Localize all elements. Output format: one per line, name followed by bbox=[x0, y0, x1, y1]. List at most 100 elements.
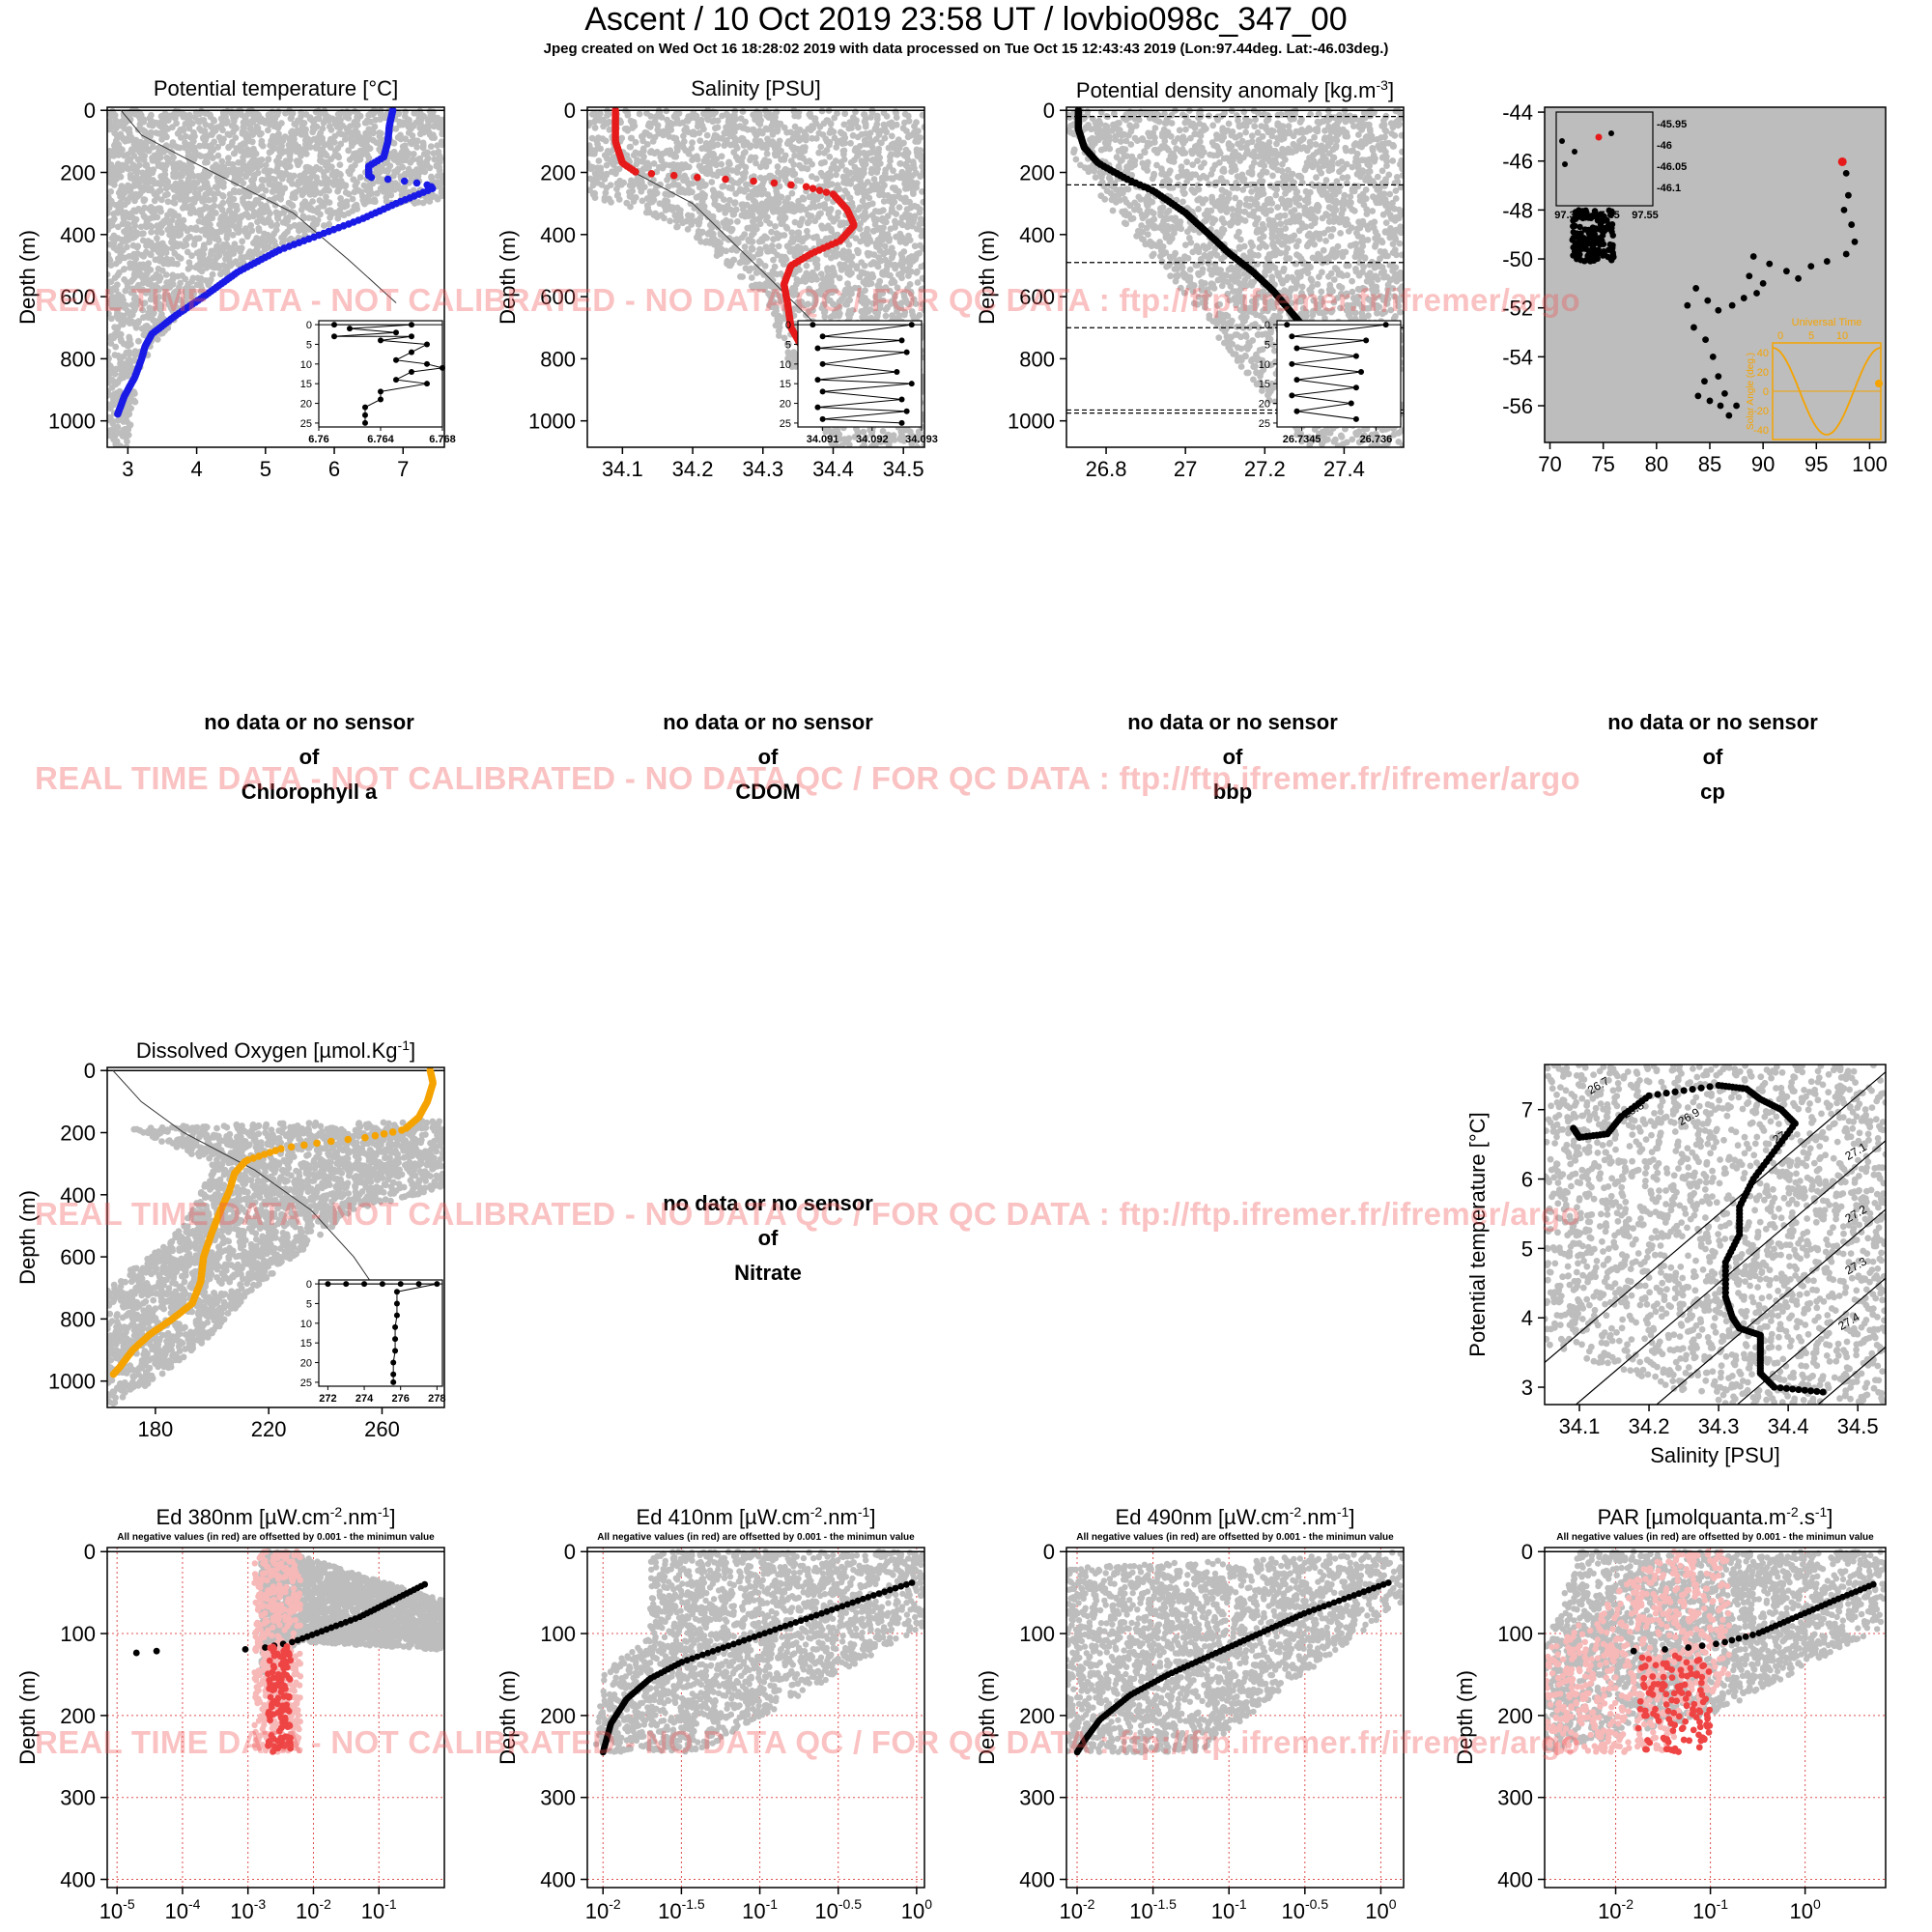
background-point bbox=[433, 161, 440, 169]
background-point bbox=[146, 250, 154, 258]
background-point bbox=[337, 122, 345, 129]
background-point bbox=[107, 148, 113, 155]
background-point bbox=[890, 167, 896, 175]
background-point bbox=[875, 438, 883, 445]
background-point bbox=[202, 191, 210, 198]
background-point bbox=[723, 247, 729, 255]
background-point bbox=[261, 245, 269, 253]
background-point bbox=[135, 205, 142, 213]
background-point bbox=[431, 156, 439, 163]
background-point bbox=[134, 180, 142, 187]
background-point bbox=[771, 310, 778, 318]
background-point bbox=[831, 114, 838, 122]
background-point bbox=[126, 362, 133, 369]
background-point bbox=[742, 149, 749, 156]
background-point bbox=[913, 119, 920, 126]
background-point bbox=[867, 113, 874, 121]
background-point bbox=[161, 295, 169, 302]
background-point bbox=[126, 399, 133, 407]
background-point bbox=[277, 172, 285, 180]
background-point bbox=[177, 279, 185, 287]
background-point bbox=[336, 184, 344, 190]
y-tick-label: 1000 bbox=[48, 410, 96, 434]
background-point bbox=[809, 134, 815, 142]
background-point bbox=[180, 126, 186, 132]
background-point bbox=[807, 110, 813, 118]
background-point bbox=[910, 160, 917, 168]
background-point bbox=[860, 428, 867, 436]
background-point bbox=[125, 431, 132, 439]
background-point bbox=[256, 185, 264, 192]
background-point bbox=[918, 233, 924, 240]
background-point bbox=[301, 131, 309, 139]
background-point bbox=[107, 226, 111, 234]
background-point bbox=[412, 138, 419, 145]
background-point bbox=[919, 188, 924, 195]
background-point bbox=[353, 133, 360, 141]
background-point bbox=[765, 247, 772, 255]
background-point bbox=[231, 241, 239, 247]
background-point bbox=[650, 160, 658, 167]
background-point bbox=[868, 144, 876, 151]
background-point bbox=[107, 278, 115, 285]
background-point bbox=[224, 118, 231, 125]
background-point bbox=[714, 117, 722, 125]
background-point bbox=[288, 201, 295, 209]
background-point bbox=[116, 168, 124, 175]
background-point bbox=[272, 194, 279, 202]
background-point bbox=[683, 217, 690, 225]
background-point bbox=[235, 213, 242, 221]
background-point bbox=[251, 200, 259, 207]
background-point bbox=[157, 314, 164, 321]
background-point bbox=[776, 332, 782, 339]
background-point bbox=[732, 190, 740, 197]
background-point bbox=[839, 173, 847, 181]
background-point bbox=[731, 200, 738, 207]
background-point bbox=[367, 127, 375, 134]
background-point bbox=[189, 274, 197, 282]
background-point bbox=[152, 245, 159, 253]
background-point bbox=[122, 425, 128, 433]
background-point bbox=[281, 133, 289, 140]
background-point bbox=[206, 153, 213, 160]
background-point bbox=[844, 311, 852, 318]
background-point bbox=[107, 430, 112, 438]
background-point bbox=[710, 151, 718, 158]
background-point bbox=[849, 131, 857, 139]
background-point bbox=[346, 110, 353, 117]
profile-point bbox=[114, 410, 122, 418]
background-point bbox=[824, 277, 832, 285]
background-point bbox=[806, 218, 812, 225]
background-point bbox=[745, 194, 753, 201]
background-point bbox=[789, 171, 797, 179]
background-point bbox=[155, 284, 162, 292]
y-tick-label: 200 bbox=[60, 161, 96, 185]
background-point bbox=[363, 142, 371, 150]
background-point bbox=[697, 165, 705, 173]
background-point bbox=[802, 136, 810, 144]
background-point bbox=[390, 172, 397, 180]
background-point bbox=[788, 143, 796, 151]
background-point bbox=[200, 134, 207, 142]
background-point bbox=[846, 119, 854, 127]
background-point bbox=[115, 352, 122, 359]
background-point bbox=[226, 207, 233, 214]
background-point bbox=[133, 164, 141, 171]
background-point bbox=[301, 185, 308, 192]
background-point bbox=[236, 222, 242, 230]
background-point bbox=[697, 116, 705, 124]
background-point bbox=[114, 223, 122, 231]
background-point bbox=[235, 229, 242, 237]
background-point bbox=[107, 188, 115, 195]
background-point bbox=[820, 120, 828, 128]
background-point bbox=[725, 196, 733, 204]
background-point bbox=[432, 193, 440, 201]
background-point bbox=[437, 155, 444, 162]
background-point bbox=[201, 196, 209, 204]
background-point bbox=[308, 117, 316, 124]
background-point bbox=[828, 440, 836, 447]
background-point bbox=[190, 290, 198, 298]
background-point bbox=[209, 270, 216, 278]
background-point bbox=[164, 190, 171, 198]
background-point bbox=[882, 256, 889, 264]
